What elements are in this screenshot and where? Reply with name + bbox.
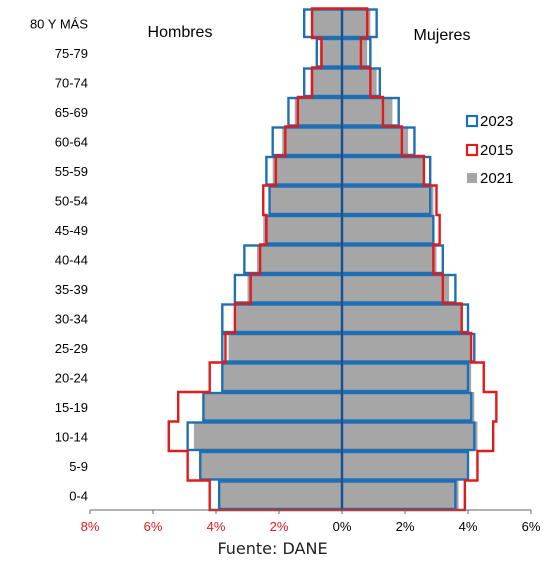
bar-2021-hombres-11	[272, 156, 342, 186]
bar-2021-mujeres-7	[342, 274, 450, 304]
legend-label-2021: 2021	[480, 170, 513, 187]
legend-swatch-2023	[465, 114, 479, 128]
bar-2021-hombres-5	[228, 333, 342, 363]
bar-2021-mujeres-16	[342, 8, 371, 38]
bar-2021-hombres-16	[312, 8, 342, 38]
series-2023	[186, 8, 476, 511]
bar-2021-mujeres-1	[342, 451, 468, 481]
legend: 2023 2015 2021	[465, 113, 513, 187]
bar-2021-mujeres-10	[342, 185, 434, 215]
bar-2021-hombres-14	[310, 67, 342, 97]
bar-2021-hombres-2	[193, 421, 342, 451]
bar-2021-hombres-12	[282, 126, 342, 156]
legend-label-2023: 2023	[480, 113, 513, 130]
age-label-6: 30-34	[55, 311, 88, 326]
bar-2021-hombres-0	[219, 480, 342, 510]
legend-item-2015: 2015	[465, 142, 513, 159]
age-label-14: 70-74	[55, 75, 88, 90]
age-label-8: 40-44	[55, 252, 88, 267]
x-tick-label-7: 6%	[522, 519, 541, 534]
bar-2021-hombres-3	[203, 392, 342, 422]
bar-2021-hombres-13	[294, 97, 342, 127]
x-tick-label-1: 6%	[144, 519, 163, 534]
age-label-4: 20-24	[55, 370, 88, 385]
bar-2021-mujeres-9	[342, 215, 434, 245]
age-label-10: 50-54	[55, 193, 88, 208]
line-2015-hombres	[167, 7, 342, 512]
bar-2021-mujeres-2	[342, 421, 478, 451]
x-axis-tick-labels: 8% 6% 4% 2% 0% 2% 4% 6%	[81, 510, 541, 534]
bar-2021-hombres-1	[200, 451, 342, 481]
bar-2021-hombres-15	[319, 38, 342, 68]
bar-2021-mujeres-4	[342, 362, 472, 392]
hombres-title: Hombres	[148, 24, 213, 41]
bar-2021-hombres-4	[222, 362, 342, 392]
legend-item-2021: 2021	[467, 170, 513, 187]
age-label-13: 65-69	[55, 105, 88, 120]
bar-2021-mujeres-3	[342, 392, 475, 422]
bar-2021-mujeres-5	[342, 333, 472, 363]
x-tick-label-4: 0%	[333, 519, 352, 534]
bar-2021-mujeres-0	[342, 480, 459, 510]
age-label-2: 10-14	[55, 429, 88, 444]
legend-swatch-2021	[467, 173, 477, 183]
legend-swatch-2015	[465, 143, 479, 157]
bar-2021-hombres-7	[247, 274, 342, 304]
bar-2021-mujeres-6	[342, 303, 462, 333]
bar-2021-hombres-10	[269, 185, 342, 215]
x-tick-label-5: 2%	[396, 519, 415, 534]
age-label-3: 15-19	[55, 400, 88, 415]
series-2021	[193, 8, 478, 510]
x-tick-label-2: 4%	[207, 519, 226, 534]
bar-2021-mujeres-11	[342, 156, 424, 186]
mujeres-title: Mujeres	[414, 27, 471, 44]
age-label-0: 0-4	[69, 488, 88, 503]
age-label-7: 35-39	[55, 282, 88, 297]
age-label-12: 60-64	[55, 134, 88, 149]
series-2015	[167, 7, 498, 512]
bar-2021-mujeres-15	[342, 38, 368, 68]
legend-item-2023: 2023	[465, 113, 513, 130]
x-tick-label-6: 4%	[459, 519, 478, 534]
bar-2021-mujeres-13	[342, 97, 393, 127]
bar-2021-hombres-8	[256, 244, 342, 274]
age-label-1: 5-9	[69, 459, 88, 474]
x-tick-label-0: 8%	[81, 519, 100, 534]
age-label-9: 45-49	[55, 223, 88, 238]
age-label-11: 55-59	[55, 164, 88, 179]
bar-2021-hombres-9	[263, 215, 342, 245]
source-note: Fuente: DANE	[217, 539, 328, 558]
bar-2021-hombres-6	[234, 303, 342, 333]
age-group-labels: 0-4 5-9 10-14 15-19 20-24 25-29 30-34 35-39 40-4…	[30, 16, 88, 503]
age-label-5: 25-29	[55, 341, 88, 356]
x-tick-label-3: 2%	[270, 519, 289, 534]
legend-label-2015: 2015	[480, 142, 513, 159]
bar-2021-mujeres-12	[342, 126, 409, 156]
axes	[90, 8, 531, 511]
bar-2021-mujeres-8	[342, 244, 437, 274]
age-label-16: 80 Y MÁS	[30, 16, 88, 31]
line-2015-mujeres	[342, 7, 498, 512]
age-label-15: 75-79	[55, 46, 88, 61]
